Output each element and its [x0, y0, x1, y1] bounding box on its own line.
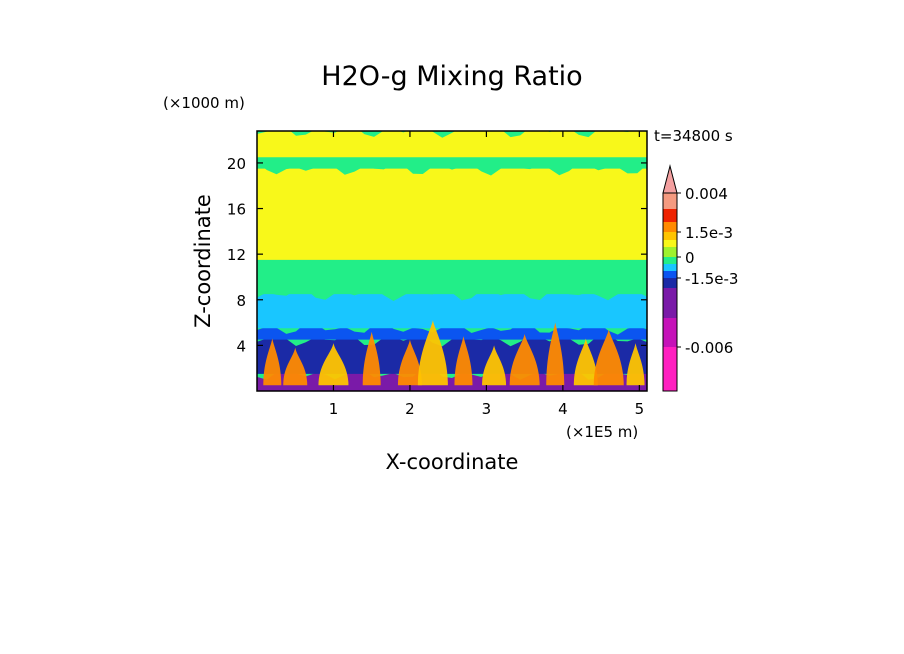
plot-area	[257, 131, 647, 391]
colorbar-extend-arrow	[662, 164, 678, 194]
colorbar-band	[663, 271, 677, 278]
x-axis-label: X-coordinate	[386, 450, 519, 474]
plume	[318, 343, 349, 386]
colorbar-band	[663, 222, 677, 232]
colorbar-band	[663, 232, 677, 240]
y-unit-label: (×1000 m)	[163, 94, 245, 112]
colorbar-frame	[662, 192, 678, 392]
y-tick-label: 8	[236, 292, 246, 310]
colorbar-band	[663, 278, 677, 288]
plume	[362, 331, 381, 386]
x-axis-ticks: 1 2 3 4 5	[329, 131, 644, 418]
x-tick-label: 2	[405, 400, 415, 418]
colorbar-band	[663, 347, 677, 391]
colorbar-band	[663, 240, 677, 247]
y-tick-label: 4	[236, 337, 246, 355]
plume	[626, 343, 645, 386]
colorbar-band	[663, 247, 677, 257]
plume	[546, 322, 565, 386]
x-unit-label: (×1E5 m)	[566, 423, 638, 441]
x-tick-label: 1	[329, 400, 339, 418]
plume	[263, 338, 282, 386]
plume	[417, 320, 448, 386]
colorbar-band	[663, 193, 677, 209]
colorbar-label: -0.006	[685, 339, 733, 357]
field-layer	[257, 253, 647, 295]
plot-frame	[256, 130, 648, 392]
plume	[283, 347, 308, 386]
plume	[454, 336, 473, 386]
field-layer	[257, 131, 647, 158]
plume	[509, 333, 540, 386]
y-tick-label: 16	[227, 201, 246, 219]
colorbar-band	[663, 209, 677, 222]
plume	[593, 329, 624, 386]
colorbar-label: -1.5e-3	[685, 270, 738, 288]
field-layers	[257, 131, 647, 391]
x-tick-label: 3	[482, 400, 492, 418]
y-axis-label: Z-coordinate	[191, 194, 215, 328]
y-tick-label: 20	[227, 155, 246, 173]
field-layer	[257, 162, 647, 260]
field-layer	[257, 321, 647, 340]
colorbar-band	[663, 288, 677, 318]
plume	[397, 339, 422, 386]
plume	[482, 345, 507, 386]
plumes	[263, 320, 645, 386]
colorbar: 0.004 1.5e-3 0 -1.5e-3 -0.006	[662, 164, 738, 392]
colorbar-band	[663, 257, 677, 264]
colorbar-label: 1.5e-3	[685, 224, 733, 242]
x-tick-label: 4	[558, 400, 568, 418]
plume	[573, 338, 598, 386]
colorbar-label: 0.004	[685, 185, 728, 203]
y-axis-ticks: 4 8 12 16 20	[227, 155, 647, 355]
y-tick-label: 12	[227, 246, 246, 264]
field-layer	[257, 287, 647, 329]
colorbar-band	[663, 264, 677, 271]
colorbar-band	[663, 318, 677, 347]
colorbar-label: 0	[685, 249, 695, 267]
chart-title: H2O-g Mixing Ratio	[321, 61, 582, 92]
x-tick-label: 5	[635, 400, 645, 418]
time-label: t=34800 s	[654, 127, 733, 145]
